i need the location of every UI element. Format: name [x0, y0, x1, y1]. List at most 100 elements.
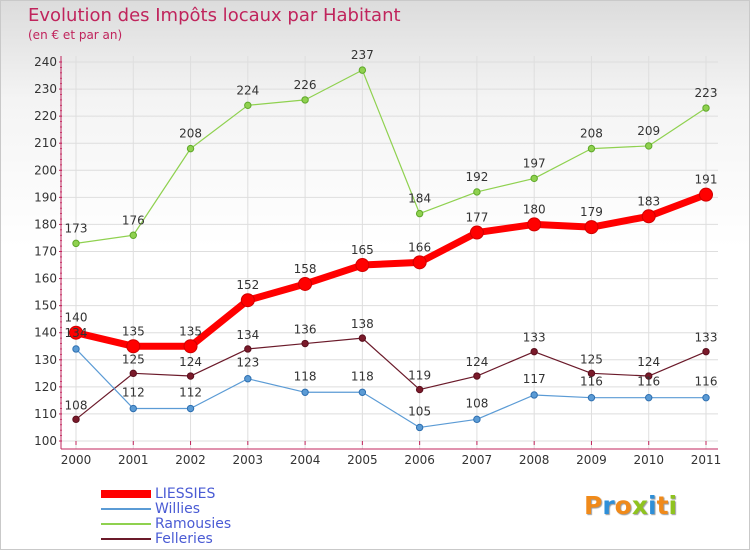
- data-label-ramousies: 208: [179, 127, 202, 141]
- y-tick-label: 100: [34, 434, 57, 448]
- x-tick-label: 2010: [633, 453, 664, 467]
- legend-swatch: [101, 523, 151, 525]
- data-label-willies: 117: [523, 372, 546, 386]
- data-point-willies: [186, 404, 195, 413]
- series-line-liessies: [75, 191, 708, 350]
- series-layer: [69, 66, 713, 432]
- data-label-liessies: 158: [294, 262, 317, 276]
- data-label-felleries: 136: [294, 323, 317, 337]
- data-point-felleries: [186, 372, 195, 380]
- data-label-ramousies: 192: [465, 170, 488, 184]
- data-point-liessies: [69, 325, 83, 340]
- data-label-ramousies: 208: [580, 127, 603, 141]
- chart-subtitle: (en € et par an): [28, 28, 123, 42]
- legend-item-willies: Willies: [101, 501, 321, 517]
- data-label-willies: 118: [294, 369, 317, 383]
- x-tick-label: 2006: [404, 453, 435, 467]
- y-tick-label: 130: [34, 353, 57, 367]
- data-label-felleries: 133: [523, 331, 546, 345]
- data-point-liessies: [412, 255, 427, 270]
- data-label-liessies: 135: [179, 324, 202, 338]
- data-point-willies: [702, 393, 710, 402]
- legend-label: Willies: [155, 501, 201, 517]
- data-label-liessies: 191: [695, 173, 718, 187]
- data-point-felleries: [645, 372, 653, 380]
- data-label-willies: 116: [580, 375, 603, 389]
- x-tick-label: 2005: [347, 453, 378, 467]
- chart-title: Evolution des Impôts locaux par Habitant: [28, 5, 401, 26]
- data-point-liessies: [584, 220, 599, 235]
- data-point-felleries: [415, 385, 424, 394]
- data-point-liessies: [126, 339, 141, 354]
- legend-label: LIESSIES: [155, 486, 216, 502]
- data-label-felleries: 125: [580, 352, 603, 366]
- data-point-ramousies: [473, 188, 481, 196]
- data-label-willies: 116: [637, 375, 660, 389]
- logo-letter: x: [631, 491, 648, 520]
- data-label-liessies: 165: [351, 243, 374, 257]
- data-label-liessies: 140: [65, 311, 88, 325]
- data-label-willies: 118: [351, 369, 374, 383]
- legend-item-felleries: Felleries: [101, 531, 321, 547]
- data-label-felleries: 138: [351, 317, 374, 331]
- data-label-willies: 116: [695, 375, 718, 389]
- data-point-willies: [244, 375, 252, 383]
- legend-label: Felleries: [155, 531, 213, 547]
- data-point-ramousies: [645, 142, 653, 150]
- y-tick-label: 110: [34, 407, 57, 421]
- data-point-ramousies: [530, 174, 538, 183]
- data-label-liessies: 152: [236, 278, 259, 292]
- y-tick-label: 230: [34, 82, 57, 96]
- x-tick-label: 2008: [519, 453, 550, 467]
- data-point-liessies: [527, 217, 542, 232]
- data-label-felleries: 133: [695, 331, 718, 345]
- y-tick-label: 200: [34, 163, 57, 177]
- y-tick-label: 240: [34, 55, 57, 69]
- data-point-liessies: [355, 258, 370, 273]
- data-label-ramousies: 224: [236, 83, 259, 97]
- data-label-felleries: 124: [465, 355, 488, 369]
- data-label-ramousies: 173: [65, 221, 88, 235]
- data-point-willies: [358, 388, 367, 396]
- data-label-liessies: 179: [580, 205, 603, 219]
- data-label-felleries: 134: [236, 328, 259, 342]
- logo-letter: i: [648, 491, 657, 520]
- data-label-liessies: 177: [465, 211, 488, 225]
- y-tick-label: 150: [34, 299, 57, 313]
- data-label-liessies: 183: [637, 194, 660, 208]
- data-point-felleries: [244, 345, 252, 353]
- data-label-felleries: 124: [179, 355, 202, 369]
- series-line-felleries: [75, 337, 707, 420]
- data-label-liessies: 135: [122, 324, 145, 338]
- data-label-felleries: 124: [637, 355, 660, 369]
- data-point-felleries: [587, 369, 596, 378]
- data-point-willies: [530, 391, 538, 399]
- data-label-ramousies: 184: [408, 192, 431, 206]
- data-point-liessies: [469, 225, 484, 240]
- data-point-willies: [473, 415, 481, 424]
- logo-letter: P: [584, 491, 603, 520]
- data-label-willies: 108: [465, 396, 488, 410]
- data-point-ramousies: [702, 104, 710, 112]
- data-label-willies: 112: [179, 386, 202, 400]
- data-point-liessies: [641, 209, 656, 224]
- data-point-ramousies: [244, 101, 252, 110]
- data-point-willies: [301, 388, 309, 396]
- data-label-ramousies: 197: [523, 156, 546, 170]
- data-label-willies: 112: [122, 386, 145, 400]
- data-point-liessies: [240, 293, 255, 308]
- data-label-ramousies: 226: [294, 78, 317, 92]
- y-tick-label: 160: [34, 272, 57, 286]
- axis-layer: 100 110 120 130 140 150 160 170 180 190 200 210 220 2…: [34, 55, 721, 467]
- data-label-felleries: 125: [122, 352, 145, 366]
- data-point-felleries: [129, 369, 137, 378]
- legend-swatch: [101, 538, 151, 540]
- data-point-ramousies: [129, 231, 137, 239]
- y-tick-label: 120: [34, 380, 57, 394]
- data-label-felleries: 108: [65, 398, 88, 412]
- data-point-liessies: [298, 276, 313, 291]
- data-point-felleries: [72, 415, 80, 424]
- legend-swatch: [101, 490, 151, 498]
- data-point-liessies: [183, 339, 198, 354]
